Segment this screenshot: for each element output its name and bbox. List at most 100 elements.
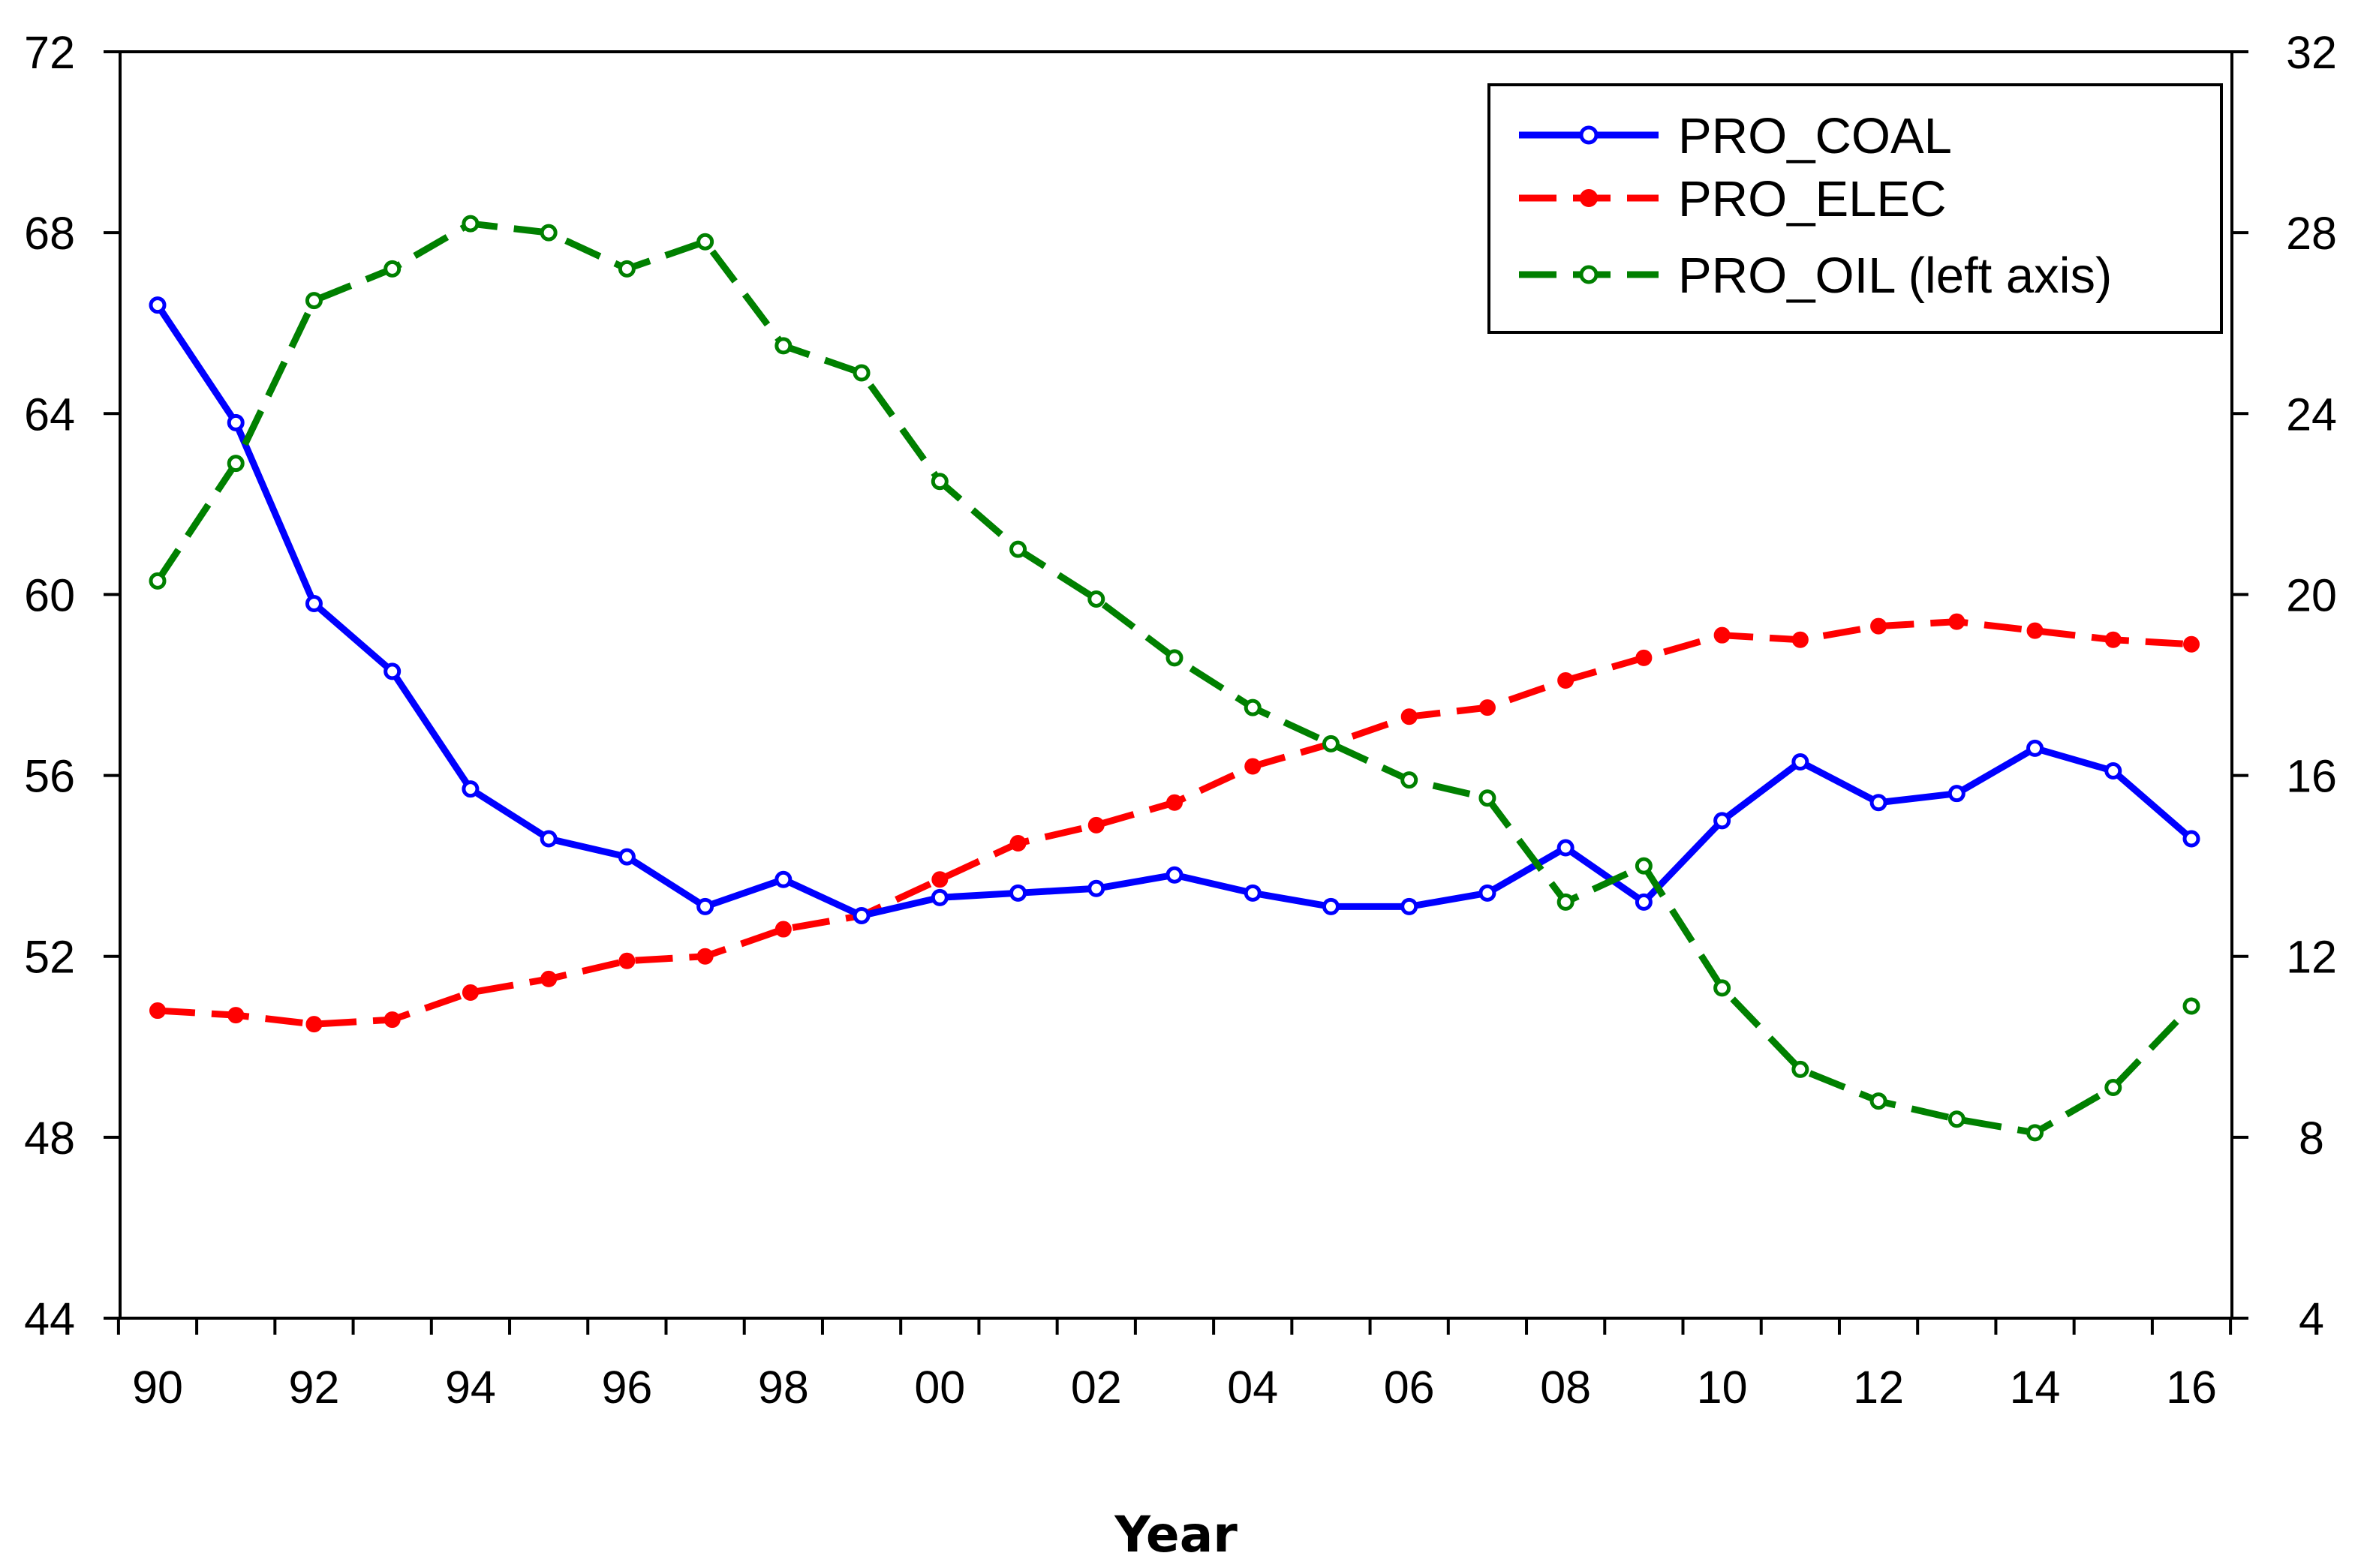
data-point xyxy=(1322,897,1340,915)
data-point xyxy=(931,888,949,906)
data-point xyxy=(1244,884,1262,902)
x-tick-label: 04 xyxy=(1227,1362,1278,1413)
data-point xyxy=(1400,771,1418,789)
data-point xyxy=(1009,884,1027,902)
data-point xyxy=(149,1002,166,1020)
data-point xyxy=(227,455,245,473)
x-tick-label: 16 xyxy=(2166,1362,2217,1413)
data-point xyxy=(227,413,245,431)
data-point xyxy=(1087,879,1105,897)
data-point xyxy=(1870,617,1887,635)
x-tick-label: 08 xyxy=(1540,1362,1591,1413)
data-point xyxy=(1087,590,1105,608)
plot-area xyxy=(119,50,2233,1320)
legend-label: PRO_COAL xyxy=(1678,108,1952,164)
right-y-tick-label: 20 xyxy=(2286,569,2337,620)
data-point xyxy=(1791,1060,1809,1078)
data-point xyxy=(853,906,871,924)
x-tick-label: 94 xyxy=(445,1362,496,1413)
data-point xyxy=(2104,1079,2122,1097)
data-point xyxy=(1948,613,1966,630)
data-point xyxy=(1713,626,1731,644)
left-y-tick-label: 64 xyxy=(24,389,75,440)
data-point xyxy=(149,296,167,314)
legend-label: PRO_OIL (left axis) xyxy=(1678,248,2112,304)
x-tick-label: 96 xyxy=(601,1362,652,1413)
x-tick-label: 00 xyxy=(914,1362,965,1413)
data-point xyxy=(1009,835,1027,852)
data-point xyxy=(1713,979,1731,997)
x-tick-label: 02 xyxy=(1071,1362,1122,1413)
x-tick-label: 10 xyxy=(1697,1362,1748,1413)
x-tick-label: 92 xyxy=(289,1362,340,1413)
left-y-tick-label: 44 xyxy=(24,1293,75,1344)
data-point xyxy=(462,215,480,233)
data-point xyxy=(618,260,636,278)
right-y-tick-label: 8 xyxy=(2299,1113,2324,1164)
data-point xyxy=(2026,739,2044,757)
left-y-tick-label: 56 xyxy=(24,751,75,802)
data-point xyxy=(1087,816,1105,834)
data-point xyxy=(774,337,793,355)
data-point xyxy=(1791,752,1809,770)
data-point xyxy=(383,1011,401,1029)
data-point xyxy=(383,662,402,680)
data-point xyxy=(1400,897,1418,915)
data-point xyxy=(2026,1124,2044,1142)
data-point xyxy=(618,848,636,866)
data-point xyxy=(1165,866,1184,884)
x-tick-label: 14 xyxy=(2010,1362,2061,1413)
data-point xyxy=(1400,708,1418,725)
legend-label: PRO_ELEC xyxy=(1678,171,1946,227)
data-point xyxy=(1244,758,1262,775)
data-point xyxy=(1557,671,1575,689)
left-y-axis: 44 48 52 56 60 64 68 72 xyxy=(24,27,120,1344)
data-point xyxy=(1635,893,1653,911)
series-line xyxy=(155,220,2194,1137)
data-point xyxy=(462,984,479,1001)
data-point xyxy=(2104,762,2122,780)
x-tick-label: 06 xyxy=(1384,1362,1435,1413)
data-point xyxy=(1478,884,1496,902)
legend: PRO_COAL PRO_ELEC PRO_OIL (left axis) xyxy=(1487,83,2223,334)
data-point xyxy=(2026,622,2044,639)
data-point xyxy=(462,780,480,798)
legend-swatch-marker xyxy=(1580,189,1598,207)
data-point xyxy=(540,830,558,848)
data-point xyxy=(1947,1110,1966,1128)
data-point xyxy=(1556,839,1575,857)
series-layer xyxy=(149,215,2200,1142)
data-point xyxy=(618,952,636,969)
right-y-tick-label: 24 xyxy=(2286,389,2337,440)
data-point xyxy=(2183,635,2200,653)
data-point xyxy=(1556,893,1575,911)
series-pro-coal xyxy=(149,296,2200,924)
x-tick-label: 12 xyxy=(1853,1362,1904,1413)
series-pro-oil xyxy=(149,215,2200,1142)
data-point xyxy=(696,948,714,965)
legend-swatch-marker xyxy=(1579,125,1599,145)
left-y-tick-label: 48 xyxy=(24,1113,75,1164)
right-y-tick-label: 16 xyxy=(2286,751,2337,802)
data-point xyxy=(1947,785,1966,803)
data-point xyxy=(305,292,323,310)
data-point xyxy=(774,921,792,938)
data-point xyxy=(540,224,558,242)
data-point xyxy=(1635,857,1653,875)
left-y-tick-label: 68 xyxy=(24,208,75,259)
data-point xyxy=(931,473,949,491)
legend-swatch-marker xyxy=(1579,265,1599,284)
data-point xyxy=(149,572,167,590)
data-point xyxy=(1869,1092,1887,1110)
x-axis-label: Year xyxy=(1114,1506,1238,1563)
data-point xyxy=(1478,789,1496,807)
data-point xyxy=(1244,698,1262,716)
data-point xyxy=(774,870,793,888)
data-point xyxy=(931,871,949,888)
data-point xyxy=(2104,631,2122,648)
data-point xyxy=(1165,649,1184,667)
right-y-axis: 4 8 12 16 20 24 28 32 xyxy=(2232,27,2337,1344)
data-point xyxy=(227,1007,245,1024)
right-y-tick-label: 4 xyxy=(2299,1293,2324,1344)
